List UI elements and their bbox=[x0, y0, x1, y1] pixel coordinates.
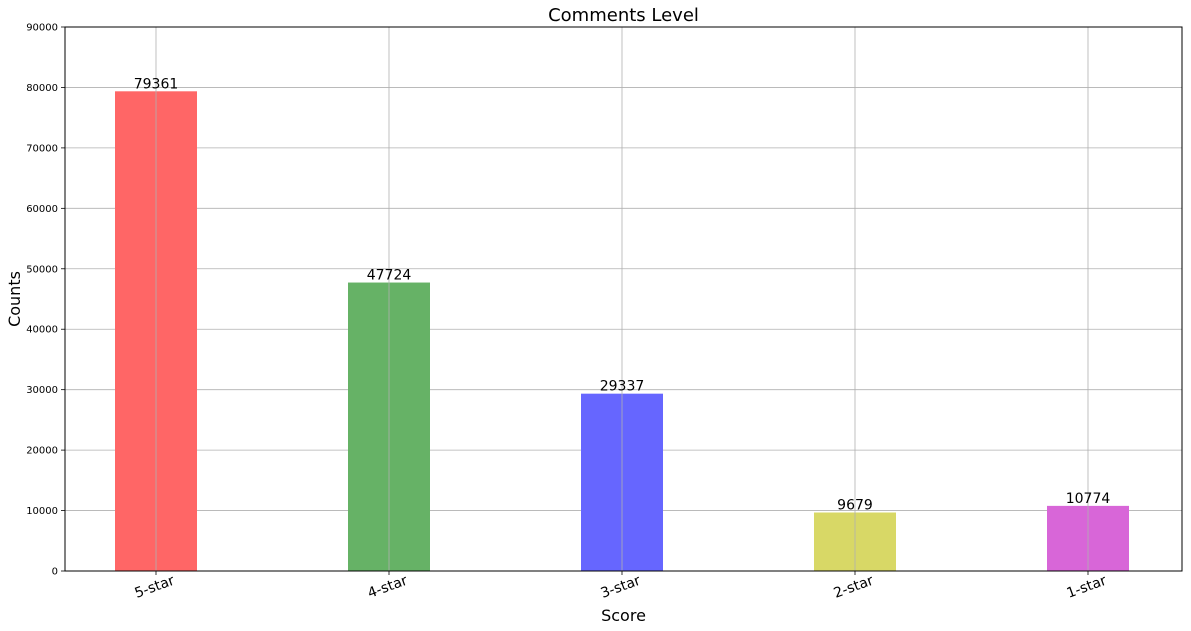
x-tick-label: 4-star bbox=[366, 573, 410, 602]
x-tick-label: 3-star bbox=[599, 573, 643, 602]
data-label: 10774 bbox=[1066, 491, 1111, 507]
y-tick-label: 20000 bbox=[26, 446, 58, 457]
x-tick-label: 2-star bbox=[832, 573, 876, 602]
x-tick-label: 5-star bbox=[133, 573, 177, 602]
y-tick-label: 50000 bbox=[26, 264, 58, 275]
data-label: 29337 bbox=[600, 379, 645, 395]
y-tick-label: 30000 bbox=[26, 385, 58, 396]
plot-frame bbox=[64, 26, 1183, 572]
y-tick-label: 0 bbox=[52, 567, 58, 578]
data-label: 47724 bbox=[367, 268, 412, 284]
chart-title: Comments Level bbox=[548, 5, 699, 26]
y-tick-label: 10000 bbox=[26, 506, 58, 517]
data-label: 9679 bbox=[837, 497, 873, 513]
y-axis-ticks: 0 10000 20000 30000 40000 50000 60000 70000 8000… bbox=[26, 23, 65, 578]
x-tick-label: 1-star bbox=[1065, 573, 1109, 602]
y-tick-label: 80000 bbox=[26, 83, 58, 94]
y-tick-label: 60000 bbox=[26, 204, 58, 215]
data-label: 79361 bbox=[134, 76, 179, 92]
y-tick-label: 40000 bbox=[26, 325, 58, 336]
y-axis-title: Counts bbox=[5, 271, 24, 327]
y-tick-label: 90000 bbox=[26, 23, 58, 34]
x-axis-ticks: 5-star 4-star 3-star 2-star 1-star bbox=[133, 571, 1109, 602]
x-axis-title: Score bbox=[601, 606, 646, 625]
vertical-grid bbox=[155, 27, 1089, 571]
y-tick-label: 70000 bbox=[26, 143, 58, 154]
data-labels: 79361 47724 29337 9679 10774 bbox=[134, 76, 1111, 513]
